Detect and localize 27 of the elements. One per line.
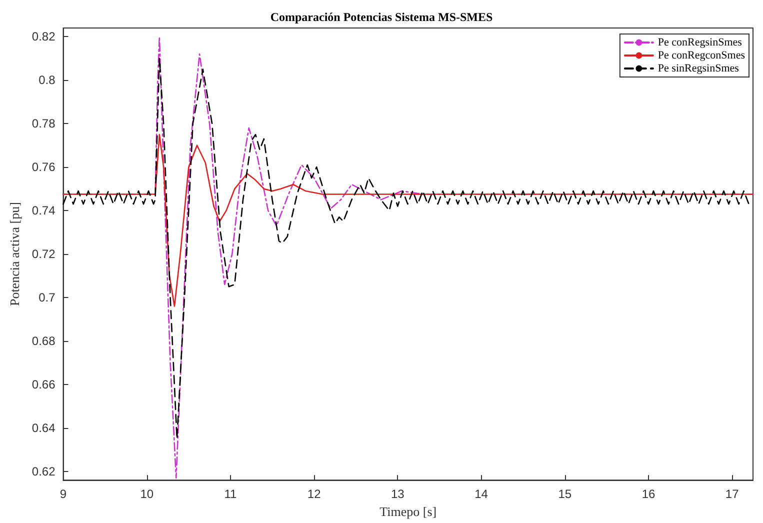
legend-label: Pe conRegsinSmes	[658, 36, 742, 48]
y-tick-label: 0.7	[38, 290, 56, 305]
y-tick-label: 0.66	[32, 377, 56, 392]
y-tick-label: 0.78	[32, 116, 56, 131]
y-tick-label: 0.82	[32, 30, 56, 44]
y-tick-label: 0.74	[32, 204, 56, 218]
x-tick-label: 16	[642, 487, 656, 502]
x-tick-label: 13	[390, 487, 405, 502]
x-tick-label: 12	[307, 487, 322, 502]
line-series	[62, 134, 754, 307]
y-tick-label: 0.68	[32, 334, 56, 348]
x-tick-label: 15	[558, 487, 572, 502]
x-tick-label: 17	[725, 487, 740, 502]
y-axis-title: Potencia activa [pu]	[7, 202, 22, 306]
x-axis-title: Timepo [s]	[380, 504, 437, 519]
y-tick-label: 0.62	[32, 464, 56, 478]
y-tick-label: 0.76	[32, 160, 56, 174]
y-tick-label: 0.64	[32, 420, 56, 435]
x-tick-label: 10	[140, 487, 154, 502]
legend-label: Pe sinRegsinSmes	[658, 62, 739, 74]
x-tick-label: 14	[474, 487, 488, 502]
y-tick-label: 0.72	[32, 247, 56, 262]
legend-label: Pe conRegconSmes	[658, 50, 746, 62]
chart-title: Comparación Potencias Sistema MS-SMES	[270, 10, 493, 24]
x-tick-label: 9	[60, 487, 67, 502]
y-tick-label: 0.8	[38, 73, 56, 88]
x-tick-label: 11	[224, 487, 238, 502]
